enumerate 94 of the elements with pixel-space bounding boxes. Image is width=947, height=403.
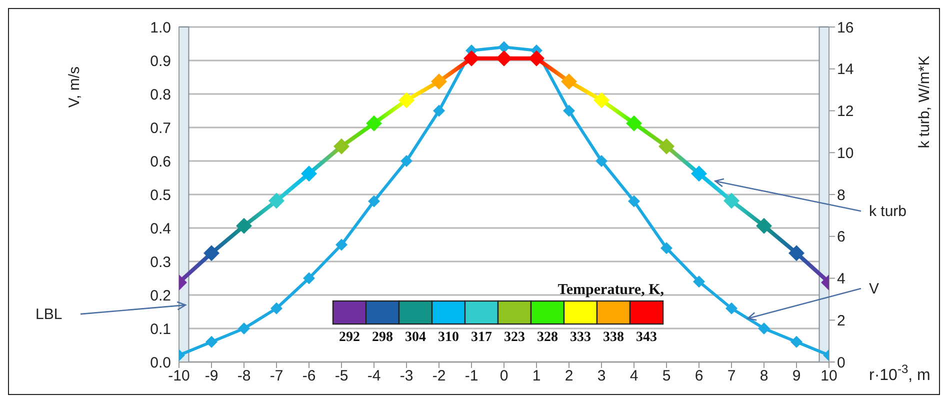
legend-label: 292 — [338, 330, 360, 345]
point — [303, 272, 315, 284]
point — [268, 192, 284, 209]
x-tick-label: -3 — [400, 368, 414, 385]
point — [758, 322, 770, 334]
point — [756, 218, 772, 234]
point — [238, 322, 250, 334]
point — [724, 192, 740, 209]
y-tick-label: 0.1 — [150, 320, 171, 338]
point — [693, 276, 705, 288]
x-tick-label: -1 — [464, 368, 478, 385]
x-tick-label: -7 — [270, 368, 284, 385]
legend-label: 298 — [372, 330, 393, 345]
legend-label: 343 — [636, 330, 657, 345]
point — [658, 138, 674, 154]
point — [431, 73, 447, 90]
x-tick-label: 8 — [760, 368, 768, 385]
y-tick-label: 0.3 — [150, 254, 171, 271]
annotation: k turb — [869, 203, 907, 220]
y-tick-label: 0.7 — [150, 120, 171, 137]
y-tick-label: 0.8 — [150, 86, 171, 104]
legend-label: 328 — [536, 330, 558, 345]
x-tick-label: 7 — [727, 368, 736, 385]
annotation: V — [869, 280, 880, 298]
x-tick-label: -6 — [302, 368, 316, 385]
point — [790, 336, 802, 348]
legend-label: 310 — [438, 330, 459, 345]
y2-tick-label: 6 — [837, 228, 846, 246]
y-tick-label: 0.5 — [150, 186, 171, 204]
point — [626, 115, 642, 132]
point — [726, 302, 738, 314]
x-tick-label: 10 — [820, 368, 838, 385]
legend-label: 304 — [404, 330, 426, 345]
x-tick-label: -4 — [367, 368, 381, 385]
legend-label: 317 — [470, 330, 492, 345]
point — [788, 245, 804, 262]
point — [334, 138, 350, 154]
x-tick-label: 5 — [662, 368, 671, 385]
y-tick-label: 1.0 — [150, 19, 171, 36]
y-tick-label: 0.9 — [150, 52, 171, 70]
point — [301, 166, 317, 182]
x-tick-label: 9 — [792, 368, 801, 385]
legend-label: 338 — [602, 330, 624, 345]
x-tick-label: -5 — [334, 368, 348, 385]
point — [336, 238, 348, 251]
y2-tick-label: 14 — [837, 61, 854, 78]
point — [628, 195, 640, 208]
x-tick-label: -10 — [168, 368, 190, 385]
y-tick-label: 0.0 — [150, 354, 171, 372]
legend-title: Temperature, K, — [558, 282, 664, 298]
x-tick-label: 4 — [630, 368, 638, 385]
x-tick-label: -9 — [204, 368, 218, 385]
point — [496, 50, 512, 66]
point — [660, 242, 672, 254]
x-tick-label: 1 — [532, 368, 541, 385]
y2-tick-label: 12 — [837, 103, 854, 120]
y2-tick-label: 0 — [837, 354, 846, 372]
x-axis-title: r·10$^{-3}$, m — [869, 362, 930, 384]
x-tick-label: 6 — [694, 368, 704, 385]
y2-tick-label: 16 — [837, 19, 854, 36]
y2-tick-label: 8 — [837, 186, 846, 204]
x-tick-label: 3 — [597, 368, 606, 385]
annotation: LBL — [36, 306, 62, 324]
y2-tick-label: 2 — [837, 312, 846, 330]
y-tick-label: 0.4 — [150, 220, 171, 238]
point — [270, 302, 282, 314]
point — [366, 115, 382, 132]
point — [206, 336, 218, 348]
y2-tick-label: 10 — [837, 144, 854, 162]
point — [528, 50, 544, 66]
point — [498, 41, 510, 54]
x-tick-label: 2 — [564, 368, 574, 385]
y2-axis-title: k turb, W/m*K — [916, 56, 933, 148]
point — [561, 73, 577, 90]
legend-label: 323 — [504, 330, 525, 345]
point — [400, 155, 412, 167]
x-tick-label: -2 — [432, 368, 446, 385]
point — [368, 195, 380, 208]
y-tick-label: 0.6 — [150, 153, 171, 170]
point — [464, 50, 480, 66]
point — [563, 104, 575, 117]
y-axis-title: V, m/s — [66, 66, 83, 108]
legend-label: 333 — [570, 330, 591, 345]
x-tick-label: -8 — [237, 368, 251, 385]
y2-tick-label: 4 — [837, 270, 846, 288]
x-tick-label: 0 — [500, 368, 508, 385]
point — [398, 92, 414, 108]
point — [236, 218, 252, 234]
y-tick-label: 0.2 — [150, 287, 171, 304]
point — [596, 155, 608, 167]
point — [594, 92, 610, 108]
point — [433, 104, 445, 117]
point — [691, 166, 707, 182]
point — [204, 245, 220, 262]
